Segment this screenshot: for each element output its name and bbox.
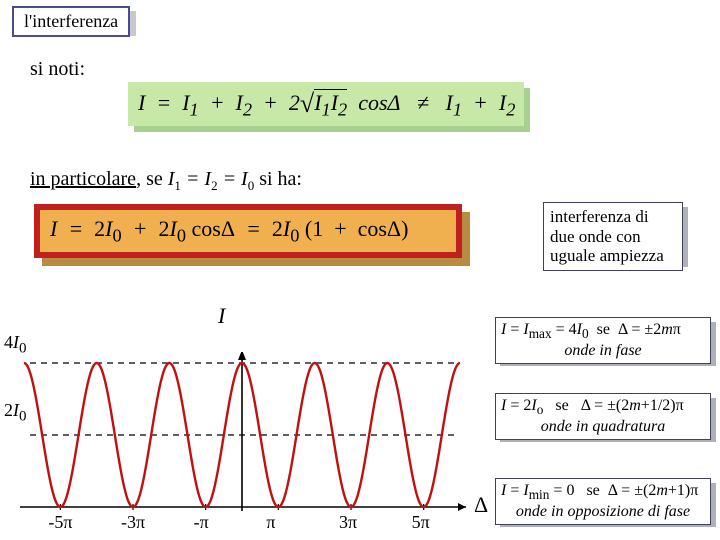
box2: I = 2Io se Δ = ±(2m+1/2)π onde in quadra… (495, 393, 711, 440)
top-tab: l'interferenza (12, 6, 130, 37)
line2-e: = I (218, 168, 248, 190)
line2-b: , se (136, 168, 168, 190)
xtick-label: -5π (48, 512, 72, 533)
note-text: si noti: (30, 58, 85, 81)
ylabel-4I0: 4I0 (4, 332, 27, 358)
eq2-text: I = 2I0 + 2I0 cosΔ = 2I0 (1 + cosΔ) (50, 216, 408, 246)
eq2-box: I = 2I0 + 2I0 cosΔ = 2I0 (1 + cosΔ) (34, 204, 462, 258)
box2-note: onde in quadratura (541, 418, 665, 435)
graph-svg (10, 352, 472, 530)
xtick-label: -π (194, 512, 209, 533)
box3: I = Imin = 0 se Δ = ±(2m+1)π onde in opp… (495, 478, 711, 525)
xtick-label: -3π (121, 512, 145, 533)
sidebox: interferenza di due onde con uguale ampi… (543, 202, 683, 271)
line2-d: = I (181, 168, 211, 190)
line2-f: si ha: (254, 168, 302, 190)
box3-note: onde in opposizione di fase (516, 503, 690, 520)
box1-note: onde in fase (564, 342, 641, 359)
sidebox-text: interferenza di due onde con uguale ampi… (550, 207, 664, 265)
ylabel-2I0: 2I0 (4, 400, 27, 426)
box1: I = Imax = 4I0 se Δ = ±2mπ onde in fase (495, 317, 711, 364)
delta-label: Δ (474, 492, 488, 518)
xtick-label: 3π (339, 512, 357, 533)
top-tab-label: l'interferenza (24, 11, 118, 31)
xtick-label: 5π (412, 512, 430, 533)
eq1-box: I = I1 + I2 + 2√I1I2 cosΔ ≠ I1 + I2 (128, 82, 524, 126)
line2-a: in particolare (30, 168, 136, 190)
line2: in particolare, se I1 = I2 = I0 si ha: (30, 168, 302, 194)
eq1-text: I = I1 + I2 + 2√I1I2 cosΔ ≠ I1 + I2 (138, 87, 515, 120)
ylabel-I: I (218, 303, 225, 329)
xtick-label: π (266, 512, 275, 533)
intensity-graph (10, 352, 472, 530)
